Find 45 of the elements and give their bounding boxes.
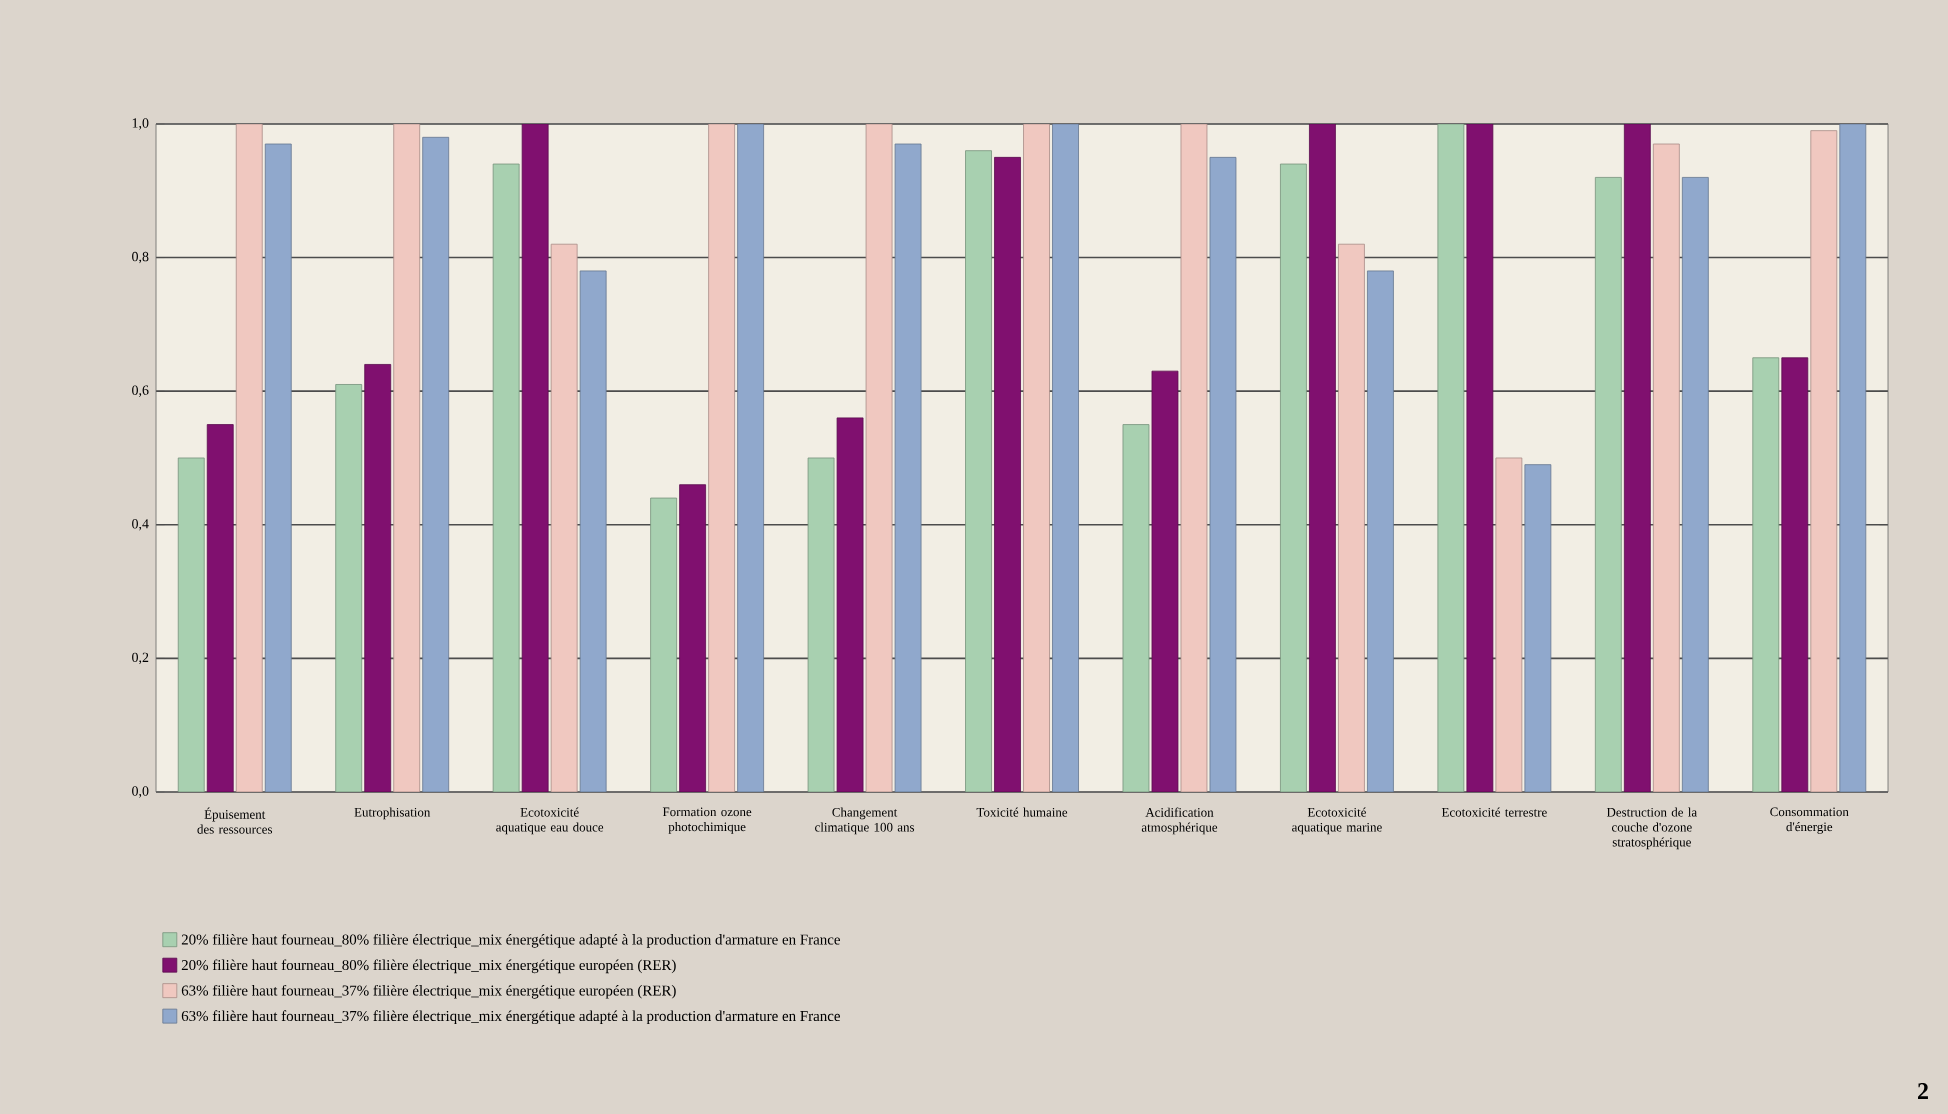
bar <box>1781 357 1809 792</box>
bar <box>737 123 765 792</box>
bar <box>422 136 450 792</box>
bar <box>679 484 707 792</box>
bar <box>1437 123 1465 792</box>
bar <box>492 163 520 792</box>
bar <box>206 424 234 792</box>
bar <box>335 384 363 792</box>
bar <box>1810 130 1838 792</box>
bar <box>393 123 421 792</box>
bar <box>1524 464 1552 792</box>
bar <box>1652 143 1680 792</box>
bar <box>807 457 835 792</box>
bar <box>235 123 263 792</box>
bar <box>1752 357 1780 792</box>
bar <box>264 143 292 792</box>
text: 2 <box>1918 1083 1928 1099</box>
bar <box>1023 123 1050 792</box>
bar <box>579 270 607 792</box>
bar <box>1623 123 1651 792</box>
bar <box>1280 163 1307 792</box>
bar <box>965 150 992 792</box>
bar <box>1338 243 1365 792</box>
bar <box>1151 370 1179 792</box>
bar <box>650 497 678 792</box>
bar <box>1594 177 1622 792</box>
bar <box>1839 123 1867 792</box>
bar <box>550 243 578 792</box>
bar <box>364 364 392 792</box>
bar <box>836 417 864 792</box>
bar <box>1309 123 1336 792</box>
bar <box>1180 123 1208 792</box>
bar <box>894 143 922 792</box>
bar <box>865 123 893 792</box>
bar <box>1367 270 1394 792</box>
bar <box>1495 457 1523 792</box>
bar <box>1681 177 1709 792</box>
bar <box>1052 123 1079 792</box>
bar <box>1122 424 1150 792</box>
bar <box>1209 156 1237 792</box>
bar <box>708 123 736 792</box>
bar <box>521 123 549 792</box>
bar <box>994 156 1021 792</box>
bar <box>177 457 205 792</box>
bar <box>1466 123 1494 792</box>
